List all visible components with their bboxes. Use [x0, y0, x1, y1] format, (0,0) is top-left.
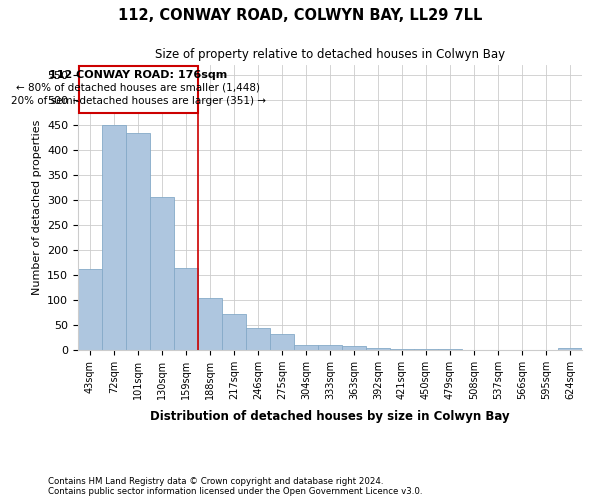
- Bar: [366, 348, 390, 350]
- Text: Contains public sector information licensed under the Open Government Licence v3: Contains public sector information licen…: [48, 488, 422, 496]
- Bar: [342, 346, 366, 350]
- Title: Size of property relative to detached houses in Colwyn Bay: Size of property relative to detached ho…: [155, 48, 505, 61]
- Text: Contains HM Land Registry data © Crown copyright and database right 2024.: Contains HM Land Registry data © Crown c…: [48, 476, 383, 486]
- Bar: [222, 314, 246, 350]
- Bar: [198, 298, 222, 350]
- Bar: [246, 328, 270, 350]
- Bar: [126, 132, 150, 350]
- Bar: [558, 348, 582, 350]
- Text: 112, CONWAY ROAD, COLWYN BAY, LL29 7LL: 112, CONWAY ROAD, COLWYN BAY, LL29 7LL: [118, 8, 482, 22]
- Bar: [78, 268, 102, 350]
- Bar: [102, 125, 126, 350]
- Bar: [414, 348, 438, 350]
- X-axis label: Distribution of detached houses by size in Colwyn Bay: Distribution of detached houses by size …: [150, 410, 510, 424]
- Text: 20% of semi-detached houses are larger (351) →: 20% of semi-detached houses are larger (…: [11, 96, 266, 106]
- Bar: [294, 345, 318, 350]
- Bar: [390, 348, 414, 350]
- Y-axis label: Number of detached properties: Number of detached properties: [32, 120, 41, 295]
- Text: 112 CONWAY ROAD: 176sqm: 112 CONWAY ROAD: 176sqm: [49, 70, 227, 80]
- FancyBboxPatch shape: [79, 66, 197, 112]
- Bar: [438, 349, 462, 350]
- Bar: [318, 345, 342, 350]
- Bar: [174, 268, 198, 350]
- Bar: [150, 197, 174, 350]
- Bar: [270, 334, 294, 350]
- Text: ← 80% of detached houses are smaller (1,448): ← 80% of detached houses are smaller (1,…: [16, 83, 260, 93]
